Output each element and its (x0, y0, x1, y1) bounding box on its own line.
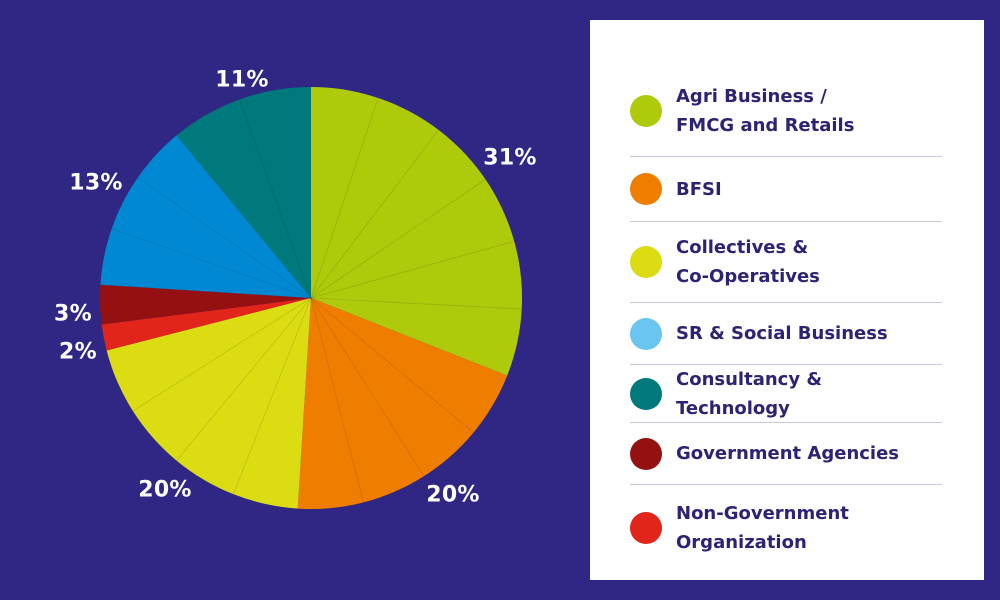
slice-segment-line (132, 297, 312, 412)
slice-segment-line (137, 177, 312, 299)
slice-segment-line (310, 240, 515, 299)
legend-label: SR & Social Business (676, 323, 888, 344)
pie-slice (176, 87, 311, 298)
legend-color-swatch (630, 94, 662, 127)
pie-slice (101, 298, 312, 351)
slice-segment-line (310, 129, 439, 299)
slice-segment-line (310, 297, 425, 477)
legend-color-swatch (630, 246, 662, 278)
slice-percent-label: 2% (59, 339, 97, 365)
legend-label: Agri Business / FMCG and Retails (676, 85, 855, 136)
slice-percent-label: 11% (215, 67, 269, 93)
legend-item: SR & Social Business (630, 303, 942, 365)
slice-percent-label: 31% (483, 145, 537, 171)
pie-slice (106, 298, 311, 509)
legend-item: BFSI (630, 157, 942, 222)
pie-slice (100, 135, 312, 298)
slice-percent-label: 20% (426, 482, 480, 508)
pie-chart: 31% 20% 20% 2% 3% 13% 11% (54, 67, 537, 510)
legend-color-swatch (630, 512, 662, 544)
legend-color-swatch (630, 317, 662, 350)
legend-item: Consultancy & Technology (630, 365, 942, 423)
slice-segment-line (310, 97, 379, 299)
pie-slice (311, 87, 522, 376)
legend-item: Non-Government Organization (630, 485, 942, 571)
slice-segment-line (310, 297, 364, 503)
slice-segment-line (239, 99, 312, 299)
legend-label: BFSI (676, 178, 722, 200)
legend-item: Collectives & Co-Operatives (630, 222, 942, 303)
slice-segment-line (310, 297, 474, 433)
pie-chart-svg (100, 87, 522, 510)
legend-item: Government Agencies (630, 423, 942, 485)
legend-label: Government Agencies (676, 443, 900, 464)
legend-panel: Agri Business / FMCG and Retails BFSI Coll… (590, 20, 984, 580)
slice-percent-label: 13% (69, 170, 123, 196)
legend-color-swatch (630, 377, 662, 410)
legend-label: Collectives & Co-Operatives (676, 237, 820, 287)
legend-label: Non-Government Organization (676, 503, 849, 553)
slice-segment-line (310, 179, 486, 299)
legend-color-swatch (630, 173, 662, 205)
slice-segment-line (232, 297, 312, 495)
pie-slice (297, 298, 508, 510)
slice-segment-line (111, 228, 312, 299)
slice-segment-line (176, 297, 312, 461)
slice-segment-line (310, 297, 522, 310)
pie-slice (100, 284, 311, 325)
slice-percent-label: 3% (54, 301, 92, 327)
legend-color-swatch (630, 437, 662, 470)
slice-percent-label: 20% (138, 477, 192, 503)
legend-item: Agri Business / FMCG and Retails (630, 65, 942, 157)
legend-label: Consultancy & Technology (676, 368, 823, 419)
